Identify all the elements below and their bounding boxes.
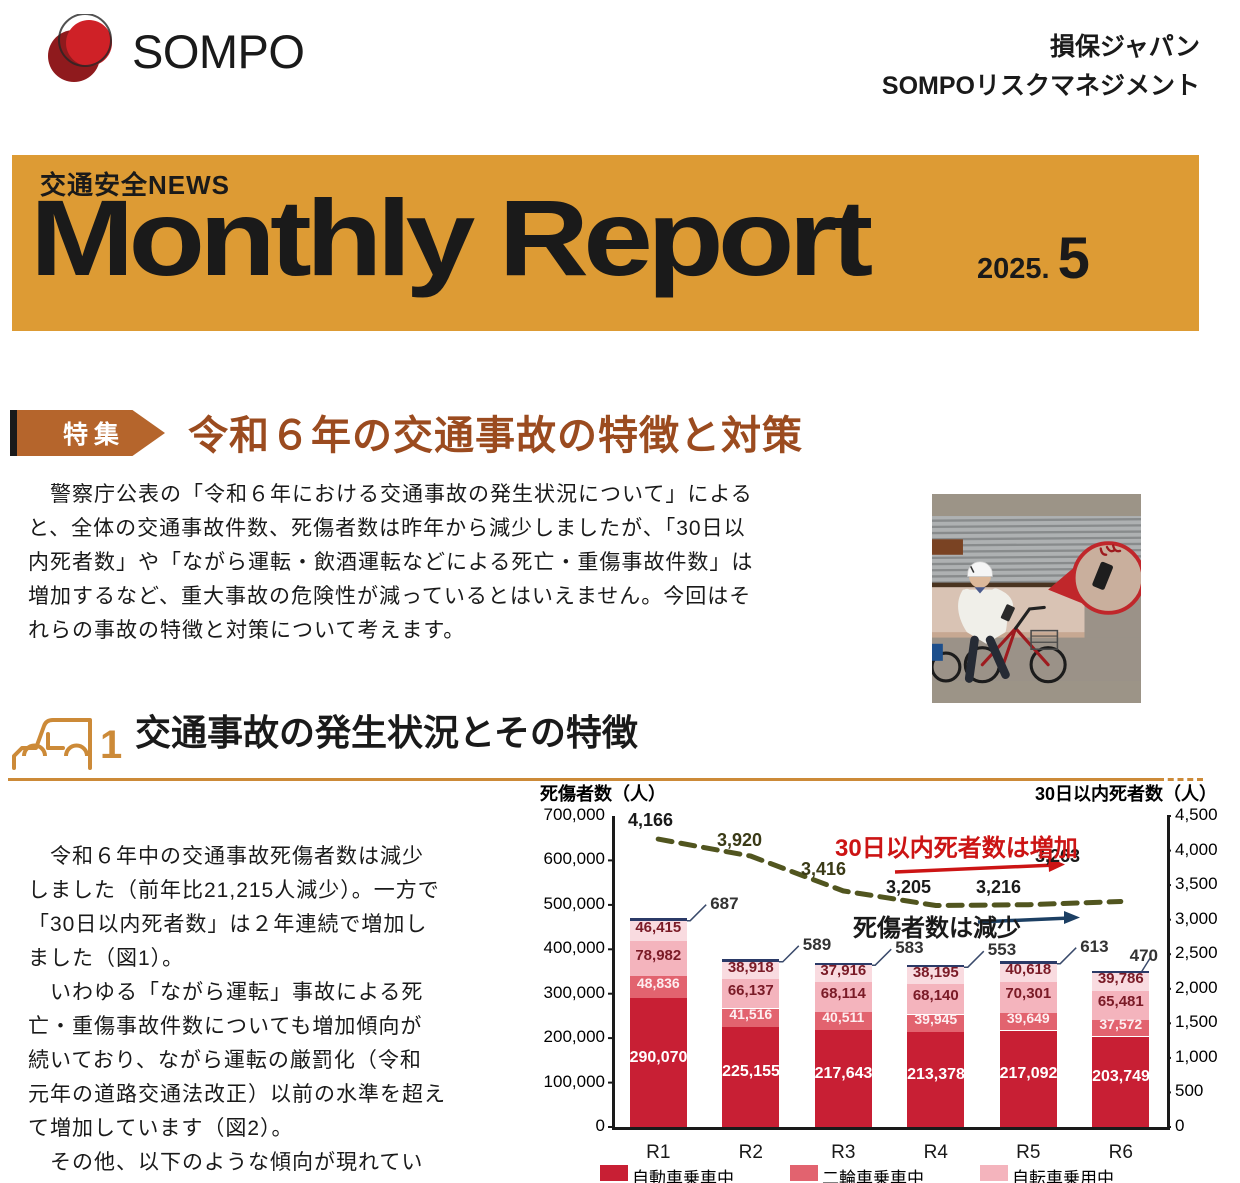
svg-text:SOMPO: SOMPO bbox=[132, 25, 304, 78]
svg-text:1: 1 bbox=[100, 723, 122, 767]
